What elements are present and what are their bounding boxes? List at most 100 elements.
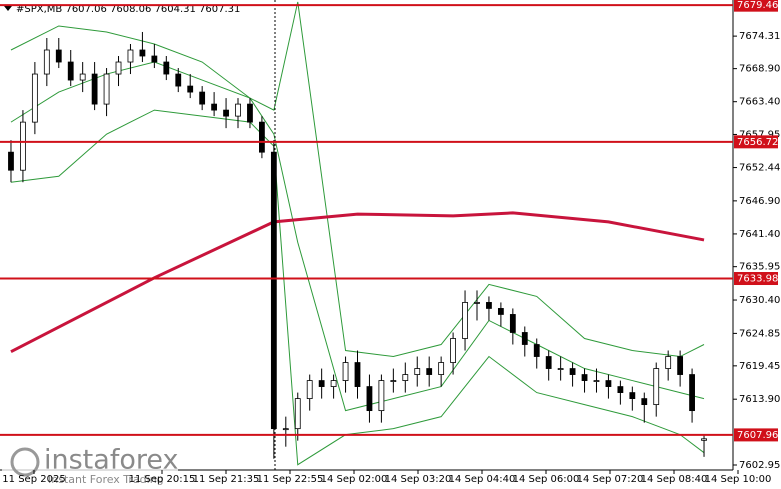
y-tick-label: 7613.90 [739,394,780,405]
candle-body [689,374,695,412]
level-label-bg [734,135,778,149]
candle-body [701,438,707,441]
level-label: 7679.46 [737,0,778,11]
x-tick-label: 14 Sep 10:00 [705,474,772,485]
candle-body [139,49,146,57]
candle-body [20,121,26,171]
candle-body [653,368,660,406]
candle-body [426,368,433,375]
menu-arrow [4,6,12,11]
x-tick-label: 14 Sep 06:00 [513,474,580,485]
candle-body [199,91,206,105]
candle-body [581,374,588,381]
candle-body [557,368,564,370]
candle-body [665,356,672,369]
candle-body [509,314,516,333]
candle-body [330,380,337,387]
candle-body [187,85,194,93]
candle-body [474,302,480,304]
candle-body [115,61,122,75]
candle-body [8,151,14,171]
candle-body [569,368,576,375]
bollinger-band [10,61,705,412]
watermark-logo [10,447,40,477]
candle-body [414,368,421,375]
candle-body [521,332,528,345]
y-tick-label: 7668.90 [739,64,780,75]
candle-body [211,103,218,111]
x-tick-label: 11 Sep 20:15 [129,474,196,485]
candle-body [354,362,361,387]
y-tick-label: 7674.31 [739,31,780,42]
x-tick-label: 14 Sep 08:40 [641,474,708,485]
candle-body [402,374,409,381]
level-label: 7633.98 [737,274,778,285]
candle-body [270,151,277,430]
candle-body [235,103,241,117]
y-tick-label: 7663.40 [739,97,780,108]
candle-body [79,73,86,81]
candle-body [533,344,540,357]
candle-body [486,302,492,309]
y-tick-label: 7657.95 [739,129,780,140]
candle-body [629,392,636,399]
candle-body [605,380,612,387]
y-tick-label: 7652.44 [739,163,780,174]
moving-average [10,211,705,354]
candle-body [462,302,468,339]
candle-body [31,73,38,123]
candle-body [378,380,385,412]
x-tick-label: 11 Sep 22:55 [257,474,324,485]
level-label-bg [734,0,778,12]
x-tick-label: 14 Sep 07:20 [577,474,644,485]
watermark-slogan: Instant Forex Trading [48,473,164,486]
x-tick-label: 11 Sep 2025 [2,474,65,485]
candle-body [67,61,74,81]
candle-body [641,398,648,406]
y-tick-label: 7624.85 [739,328,780,339]
candle-body [43,49,50,75]
x-tick-label: 14 Sep 02:00 [321,474,388,485]
candle-body [223,109,229,117]
bollinger-band [10,1,705,358]
candle-body [282,428,289,431]
level-label-bg [734,272,778,286]
x-tick-label: 14 Sep 03:20 [385,474,452,485]
candle-body [127,49,134,63]
watermark-brand: instaforex [44,445,178,476]
y-tick-label: 7646.90 [739,196,780,207]
candle-body [175,73,182,87]
x-tick-label: 14 Sep 04:40 [449,474,516,485]
level-label: 7656.72 [737,137,778,148]
candle-body [366,386,373,412]
candle-body [450,338,456,363]
candle-body [342,362,349,381]
candle-body [247,103,253,123]
candle-body [91,73,98,105]
candle-body [318,380,325,387]
candle-body [103,73,110,105]
candle-body [617,386,624,393]
watermark: instaforex Instant Forex Trading [2,442,178,488]
candle-body [390,380,397,382]
level-label: 7607.96 [737,430,778,441]
chart-title: #SPX,MB 7607.06 7608.06 7604.31 7607.31 [16,4,240,15]
x-tick-label: 11 Sep 21:35 [193,474,260,485]
y-tick-label: 7602.95 [739,460,780,471]
level-label-bg [734,428,778,442]
candle-body [294,398,301,430]
y-tick-label: 7635.95 [739,262,780,273]
candle-body [438,362,445,375]
candle-body [151,55,158,63]
y-tick-label: 7630.40 [739,295,780,306]
candle-body [259,121,265,153]
candle-body [497,308,504,315]
candle-body [677,356,684,375]
candle-body [163,61,170,75]
candle-body [55,49,62,63]
y-tick-label: 7619.45 [739,361,780,372]
candle-body [593,380,600,382]
candle-body [306,380,313,399]
